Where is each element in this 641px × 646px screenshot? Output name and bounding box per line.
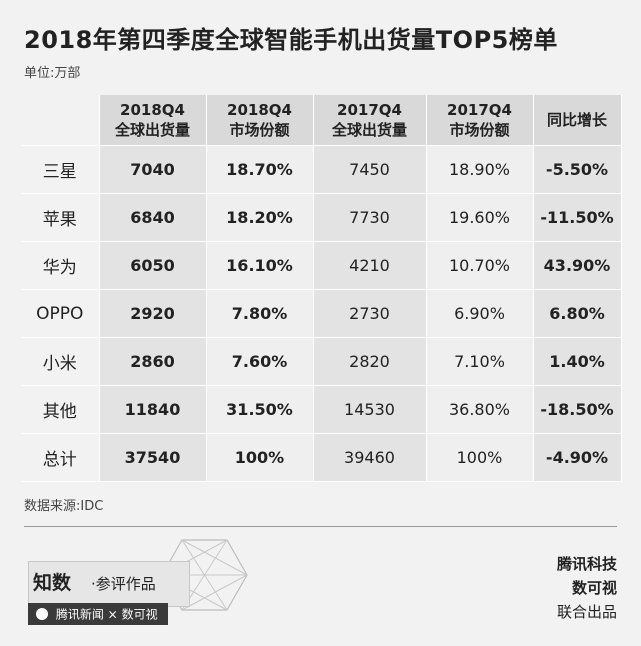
table-cell: 2860: [99, 337, 207, 386]
credit-line-2: 数可视: [571, 579, 617, 597]
column-header: 2018Q4 全球出货量: [99, 95, 207, 146]
table-row: 三星 7040 18.70% 7450 18.90% -5.50%: [21, 145, 622, 194]
credits: 腾讯科技 数可视 联合出品: [557, 552, 617, 624]
table-cell: 7040: [99, 145, 207, 194]
brand-cell: 其他: [21, 385, 100, 434]
table-cell: 18.20%: [206, 193, 314, 242]
table-cell: 2820: [313, 337, 427, 386]
brand-cell: 小米: [21, 337, 100, 386]
table-cell: 36.80%: [426, 385, 534, 434]
table-cell: 1.40%: [533, 337, 622, 386]
table-cell: 16.10%: [206, 241, 314, 290]
column-header: 2018Q4 市场份额: [206, 95, 314, 146]
table-cell: 10.70%: [426, 241, 534, 290]
table-row: 总计 37540 100% 39460 100% -4.90%: [21, 433, 622, 482]
table-cell: 6840: [99, 193, 207, 242]
brand-subtitle: ·参评作品: [91, 575, 156, 593]
table-cell: 19.60%: [426, 193, 534, 242]
header-row: 2018Q4 全球出货量 2018Q4 市场份额 2017Q4 全球出货量 2017Q…: [21, 95, 622, 146]
table-cell: 100%: [426, 433, 534, 482]
table-row: 小米 2860 7.60% 2820 7.10% 1.40%: [21, 337, 622, 386]
partner-right: 数可视: [121, 607, 158, 622]
table-cell: 100%: [206, 433, 314, 482]
table-cell: 6.80%: [533, 289, 622, 338]
brand-cell: 华为: [21, 241, 100, 290]
column-header: 2017Q4 全球出货量: [313, 95, 427, 146]
table-cell: 4210: [313, 241, 427, 290]
brand-cell: 苹果: [21, 193, 100, 242]
table-row: 其他 11840 31.50% 14530 36.80% -18.50%: [21, 385, 622, 434]
table-cell: 18.90%: [426, 145, 534, 194]
table-cell: 31.50%: [206, 385, 314, 434]
brand-cell: 总计: [21, 433, 100, 482]
credit-line-1: 腾讯科技: [556, 555, 617, 573]
table-cell: 6.90%: [426, 289, 534, 338]
shipment-table: 2018Q4 全球出货量 2018Q4 市场份额 2017Q4 全球出货量 2017Q…: [21, 95, 622, 482]
table-cell: 14530: [313, 385, 427, 434]
table-cell: 7450: [313, 145, 427, 194]
table-cell: 2920: [99, 289, 207, 338]
corner-cell: [21, 95, 100, 146]
table-cell: -4.90%: [533, 433, 622, 482]
table-cell: 7.10%: [426, 337, 534, 386]
table-row: OPPO 2920 7.80% 2730 6.90% 6.80%: [21, 289, 622, 338]
footer-divider: [24, 526, 617, 527]
partner-bar: 腾讯新闻 × 数可视: [28, 603, 168, 625]
table-cell: 11840: [99, 385, 207, 434]
unit-label: 单位:万部: [24, 66, 81, 81]
data-table: 2018Q4 全球出货量 2018Q4 市场份额 2017Q4 全球出货量 2017Q…: [21, 95, 622, 482]
data-source: 数据来源:IDC: [24, 499, 104, 514]
table-cell: 7730: [313, 193, 427, 242]
column-header: 2017Q4 市场份额: [426, 95, 534, 146]
table-row: 华为 6050 16.10% 4210 10.70% 43.90%: [21, 241, 622, 290]
table-cell: 37540: [99, 433, 207, 482]
table-cell: 7.80%: [206, 289, 314, 338]
table-row: 苹果 6840 18.20% 7730 19.60% -11.50%: [21, 193, 622, 242]
partner-left: 腾讯新闻: [55, 607, 104, 622]
table-cell: -11.50%: [533, 193, 622, 242]
brand-cell: 三星: [21, 145, 100, 194]
table-cell: 43.90%: [533, 241, 622, 290]
zhishu-badge: 知数 ·参评作品: [28, 561, 190, 607]
table-cell: 18.70%: [206, 145, 314, 194]
table-cell: 2730: [313, 289, 427, 338]
table-cell: -18.50%: [533, 385, 622, 434]
brand-cell: OPPO: [21, 289, 100, 338]
brand-title: 知数: [33, 572, 72, 594]
chart-title: 2018年第四季度全球智能手机出货量TOP5榜单: [24, 26, 558, 54]
table-cell: -5.50%: [533, 145, 622, 194]
credit-line-3: 联合出品: [556, 603, 617, 621]
table-cell: 39460: [313, 433, 427, 482]
table-cell: 7.60%: [206, 337, 314, 386]
tencent-news-icon: [36, 607, 48, 620]
brand-logo-area: 知数 ·参评作品 腾讯新闻 × 数可视: [24, 535, 248, 631]
table-cell: 6050: [99, 241, 207, 290]
partner-separator: ×: [107, 607, 118, 622]
column-header: 同比增长: [533, 95, 622, 146]
